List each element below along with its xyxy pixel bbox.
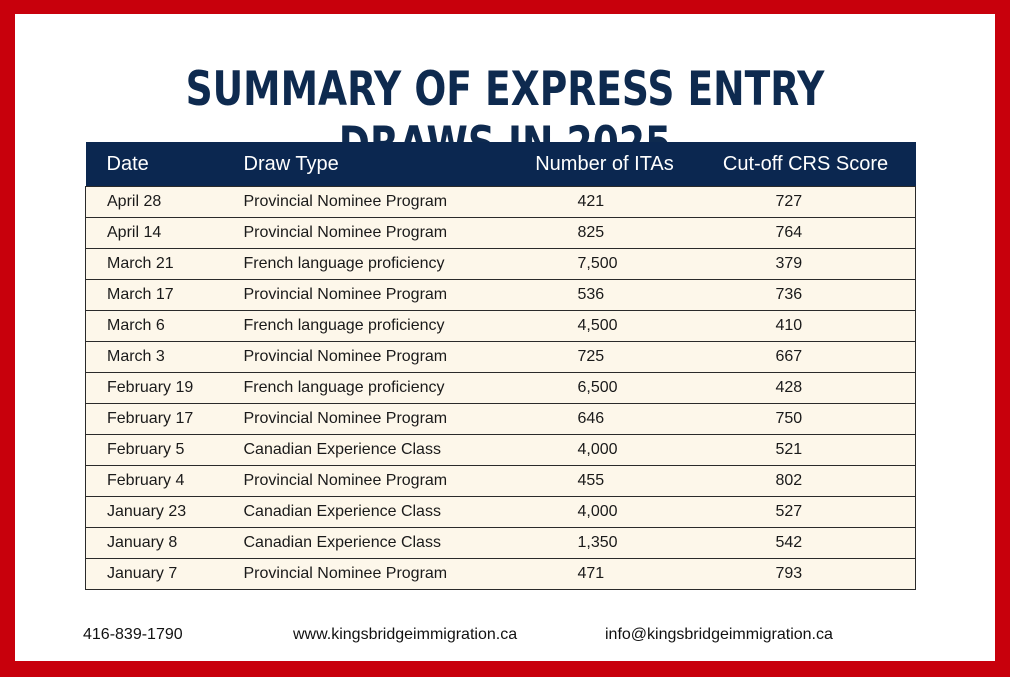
- cell-draw-type: French language proficiency: [243, 310, 514, 342]
- cell-cutoff-crs: 428: [695, 372, 916, 404]
- cell-number-of-itas: 421: [513, 186, 696, 218]
- cell-draw-type: Provincial Nominee Program: [243, 217, 514, 249]
- cell-draw-type: Canadian Experience Class: [243, 496, 514, 528]
- cell-cutoff-crs: 727: [695, 186, 916, 218]
- cell-date: April 14: [85, 217, 244, 249]
- cell-cutoff-crs: 667: [695, 341, 916, 373]
- table-row: March 6 French language proficiency 4,500 4…: [85, 310, 916, 342]
- cell-number-of-itas: 471: [513, 558, 696, 590]
- cell-date: January 7: [85, 558, 244, 590]
- cell-draw-type: French language proficiency: [243, 248, 514, 280]
- table-row: January 7 Provincial Nominee Program 471 79…: [85, 558, 916, 590]
- cell-cutoff-crs: 521: [695, 434, 916, 466]
- table-row: April 14 Provincial Nominee Program 825 764: [85, 217, 916, 249]
- table-row: January 23 Canadian Experience Class 4,000…: [85, 496, 916, 528]
- cell-draw-type: Provincial Nominee Program: [243, 558, 514, 590]
- footer-phone[interactable]: 416-839-1790: [83, 626, 183, 643]
- table-header-row: Date Draw Type Number of ITAs Cut-off CR…: [85, 142, 916, 187]
- cell-cutoff-crs: 736: [695, 279, 916, 311]
- cell-cutoff-crs: 802: [695, 465, 916, 497]
- cell-date: March 3: [85, 341, 244, 373]
- cell-cutoff-crs: 410: [695, 310, 916, 342]
- cell-number-of-itas: 6,500: [513, 372, 696, 404]
- cell-date: April 28: [85, 186, 244, 218]
- table-row: February 4 Provincial Nominee Program 455 8…: [85, 465, 916, 497]
- cell-cutoff-crs: 793: [695, 558, 916, 590]
- table-row: March 3 Provincial Nominee Program 725 667: [85, 341, 916, 373]
- cell-date: March 17: [85, 279, 244, 311]
- cell-date: January 23: [85, 496, 244, 528]
- table-row: February 19 French language proficiency 6,…: [85, 372, 916, 404]
- cell-number-of-itas: 646: [513, 403, 696, 435]
- cell-draw-type: Provincial Nominee Program: [243, 403, 514, 435]
- header-draw-type: Draw Type: [243, 142, 514, 187]
- cell-cutoff-crs: 750: [695, 403, 916, 435]
- cell-date: March 21: [85, 248, 244, 280]
- table-row: February 17 Provincial Nominee Program 646…: [85, 403, 916, 435]
- table-row: March 17 Provincial Nominee Program 536 736: [85, 279, 916, 311]
- cell-cutoff-crs: 764: [695, 217, 916, 249]
- cell-draw-type: Provincial Nominee Program: [243, 341, 514, 373]
- table-row: March 21 French language proficiency 7,500…: [85, 248, 916, 280]
- cell-cutoff-crs: 379: [695, 248, 916, 280]
- cell-draw-type: Provincial Nominee Program: [243, 465, 514, 497]
- cell-number-of-itas: 455: [513, 465, 696, 497]
- cell-draw-type: Canadian Experience Class: [243, 434, 514, 466]
- header-number-of-itas: Number of ITAs: [513, 142, 696, 187]
- cell-date: February 4: [85, 465, 244, 497]
- header-cutoff-crs: Cut-off CRS Score: [695, 142, 916, 187]
- cell-number-of-itas: 7,500: [513, 248, 696, 280]
- table-row: January 8 Canadian Experience Class 1,350 5…: [85, 527, 916, 559]
- cell-number-of-itas: 4,500: [513, 310, 696, 342]
- cell-date: January 8: [85, 527, 244, 559]
- cell-number-of-itas: 4,000: [513, 434, 696, 466]
- draws-table: Date Draw Type Number of ITAs Cut-off CR…: [85, 142, 916, 590]
- table-body: April 28 Provincial Nominee Program 421 727…: [85, 186, 916, 590]
- cell-number-of-itas: 725: [513, 341, 696, 373]
- cell-number-of-itas: 1,350: [513, 527, 696, 559]
- cell-draw-type: Provincial Nominee Program: [243, 186, 514, 218]
- cell-date: February 17: [85, 403, 244, 435]
- cell-date: February 5: [85, 434, 244, 466]
- table-row: April 28 Provincial Nominee Program 421 727: [85, 186, 916, 218]
- cell-date: March 6: [85, 310, 244, 342]
- cell-cutoff-crs: 527: [695, 496, 916, 528]
- table-row: February 5 Canadian Experience Class 4,000…: [85, 434, 916, 466]
- cell-draw-type: Provincial Nominee Program: [243, 279, 514, 311]
- footer-website[interactable]: www.kingsbridgeimmigration.ca: [293, 626, 518, 643]
- cell-draw-type: French language proficiency: [243, 372, 514, 404]
- cell-number-of-itas: 825: [513, 217, 696, 249]
- cell-number-of-itas: 4,000: [513, 496, 696, 528]
- card-frame: Summary of Express Entry Draws in 2025 D…: [15, 14, 995, 661]
- cell-cutoff-crs: 542: [695, 527, 916, 559]
- footer-email[interactable]: info@kingsbridgeimmigration.ca: [605, 626, 833, 643]
- cell-draw-type: Canadian Experience Class: [243, 527, 514, 559]
- cell-date: February 19: [85, 372, 244, 404]
- cell-number-of-itas: 536: [513, 279, 696, 311]
- header-date: Date: [85, 142, 244, 187]
